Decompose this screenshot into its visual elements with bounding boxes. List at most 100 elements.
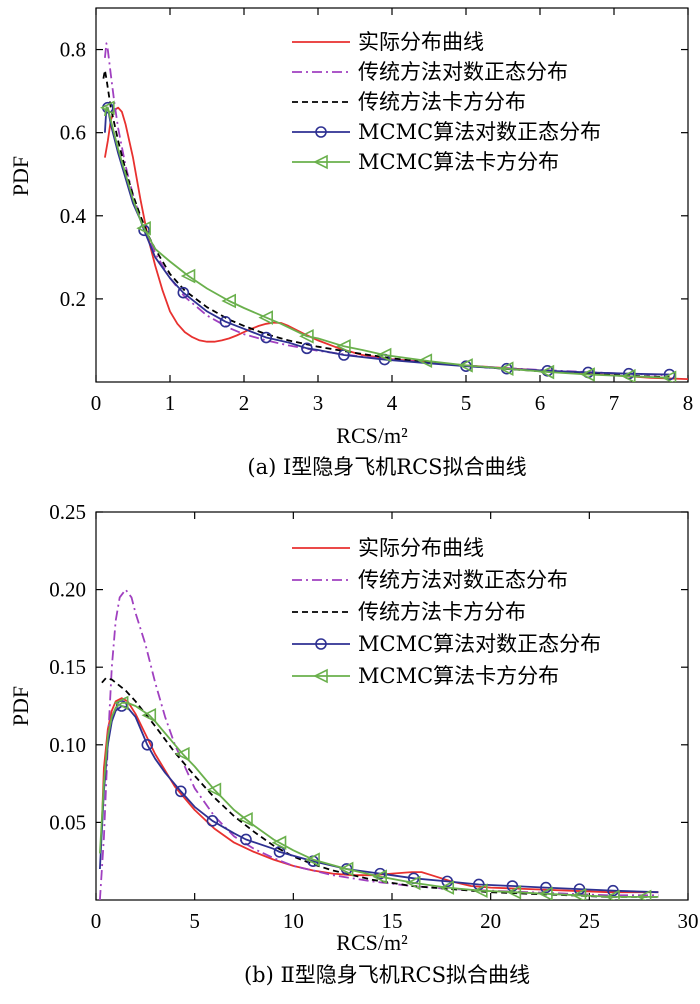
chart-a-ytick-label: 0.8	[60, 38, 86, 62]
chart-a-legend-label-0: 实际分布曲线	[358, 30, 484, 54]
chart-b-series-marker-3	[240, 833, 252, 846]
chart-b-series-marker-4	[538, 886, 553, 900]
chart-b-series-marker-4	[571, 888, 587, 900]
chart-b-series-line-1	[99, 588, 659, 900]
chart-a-series-marker-4	[100, 100, 115, 116]
chart-b-xtick-label: 30	[678, 909, 699, 933]
chart-a-series-marker-4	[221, 293, 236, 309]
chart-b-xlabel: RCS/m²	[336, 930, 408, 955]
chart-a-xtick-label: 0	[91, 391, 102, 415]
chart-b-series-line-2	[101, 677, 659, 898]
chart-b-series-marker-3	[175, 785, 187, 798]
chart-b-series-marker-4	[405, 875, 421, 891]
chart-a-series-marker-4	[498, 361, 514, 376]
chart-a-series-3	[102, 101, 676, 381]
chart-a-series-marker-4	[376, 347, 392, 363]
chart-b-legend-marker-4	[313, 668, 328, 684]
chart-b-series-marker-4	[305, 852, 320, 867]
chart-a-series-marker-4	[336, 338, 351, 354]
chart-a-series-2	[102, 69, 670, 378]
chart-a-series-marker-4	[180, 268, 196, 284]
chart-a-xtick-label: 5	[461, 391, 472, 415]
chart-b-legend-label-2: 传统方法卡方分布	[358, 600, 526, 624]
chart-b-series-2	[101, 677, 659, 898]
chart-a-xtick-label: 4	[387, 391, 398, 415]
chart-a-series-marker-4	[621, 368, 636, 382]
chart-b-series-line-3	[99, 705, 659, 894]
chart-a-xtick-label: 1	[165, 391, 176, 415]
chart-a-caption: (a) Ⅰ型隐身飞机RCS拟合曲线	[247, 455, 526, 479]
chart-b-legend-label-1: 传统方法对数正态分布	[358, 568, 568, 592]
chart-b-series-marker-3	[374, 867, 386, 880]
chart-b-series-marker-4	[506, 884, 522, 900]
chart-a-xtick-label: 2	[239, 391, 250, 415]
chart-a-legend-label-3: MCMC算法对数正态分布	[358, 120, 601, 144]
chart-b-series-marker-4	[206, 782, 222, 798]
chart-a-xtick-label: 3	[313, 391, 324, 415]
chart-b-series-marker-4	[372, 869, 387, 885]
chart-b-ytick-label: 0.10	[49, 733, 86, 757]
chart-b-series-marker-4	[271, 835, 287, 851]
chart-b-series-marker-3	[273, 846, 286, 858]
chart-a-series-marker-3	[260, 331, 273, 344]
chart-b-series-marker-4	[238, 812, 253, 827]
chart-a-ylabel: PDF	[8, 156, 33, 196]
chart-a-series-marker-4	[299, 328, 314, 344]
chart-b-ytick-label: 0.15	[49, 655, 86, 679]
chart-b-legend-label-3: MCMC算法对数正态分布	[358, 632, 601, 656]
chart-a-xtick-label: 7	[609, 391, 620, 415]
chart-a-series-marker-4	[136, 220, 151, 236]
chart-a-xlabel: RCS/m²	[336, 423, 408, 448]
chart-b-series-marker-3	[206, 815, 219, 827]
chart-b-legend-label-0: 实际分布曲线	[358, 536, 484, 560]
chart-a-series-marker-4	[580, 367, 595, 382]
chart-a-series-marker-4	[458, 358, 473, 373]
chart-a-ytick-label: 0.2	[60, 287, 86, 311]
chart-a-legend-label-2: 传统方法卡方分布	[358, 90, 526, 114]
chart-b-series-marker-4	[338, 861, 354, 877]
chart-b-legend-marker-3	[315, 638, 327, 650]
chart-a-xtick-label: 6	[535, 391, 546, 415]
chart-b-ytick-label: 0.25	[49, 500, 86, 524]
chart-a-series-0	[104, 106, 688, 380]
chart-b-xtick-label: 10	[283, 909, 304, 933]
chart-b-series-marker-4	[439, 880, 455, 895]
chart-b-series-3	[99, 700, 659, 897]
chart-b-series-marker-4	[636, 889, 652, 900]
chart-a-series-line-0	[104, 106, 688, 380]
chart-b-xtick-label: 5	[189, 909, 200, 933]
chart-b-xtick-label: 0	[91, 909, 102, 933]
chart-b: 0 5 10 15 20 25 30 0.05 0.10 0.15 0.20 0.25 RCS/m² PD…	[8, 500, 699, 987]
chart-a-legend-label-1: 传统方法对数正态分布	[358, 60, 568, 84]
chart-a-series-marker-3	[301, 342, 313, 355]
chart-a-series-marker-4	[258, 310, 274, 325]
chart-a-legend-marker-4	[313, 154, 328, 170]
chart-b-series-marker-3	[141, 738, 154, 751]
chart-b-series-line-4	[99, 702, 659, 898]
chart-a-legend-label-4: MCMC算法卡方分布	[358, 150, 559, 174]
chart-b-ytick-label: 0.20	[49, 578, 86, 602]
chart-a-ytick-label: 0.4	[60, 204, 87, 228]
chart-b-xtick-label: 20	[480, 909, 501, 933]
chart-b-series-marker-4	[473, 883, 488, 898]
chart-a-xtick-label: 8	[683, 391, 694, 415]
chart-b-caption: (b) Ⅱ型隐身飞机RCS拟合曲线	[244, 963, 530, 987]
chart-b-ylabel: PDF	[8, 686, 33, 726]
chart-b-xtick-label: 25	[579, 909, 600, 933]
chart-b-series-marker-4	[605, 889, 620, 900]
chart-b-series-4	[99, 695, 659, 900]
chart-b-xtick-label: 15	[382, 909, 403, 933]
chart-a-series-marker-3	[177, 286, 190, 299]
chart-b-ytick-label: 0.05	[49, 810, 86, 834]
chart-a-series-marker-4	[539, 364, 555, 380]
chart-b-series-1	[99, 588, 659, 900]
chart-a-ytick-label: 0.6	[60, 121, 86, 145]
chart-a: 0 1 2 3 4 5 6 7 8 0.2 0.4 0.6 0.8 RCS/m² PDF (a) Ⅰ型隐身飞机…	[8, 7, 694, 479]
chart-a-series-marker-3	[219, 315, 232, 328]
chart-a-series-marker-4	[417, 353, 433, 368]
chart-a-legend-marker-3	[315, 126, 327, 138]
chart-b-legend-label-4: MCMC算法卡方分布	[358, 664, 559, 688]
